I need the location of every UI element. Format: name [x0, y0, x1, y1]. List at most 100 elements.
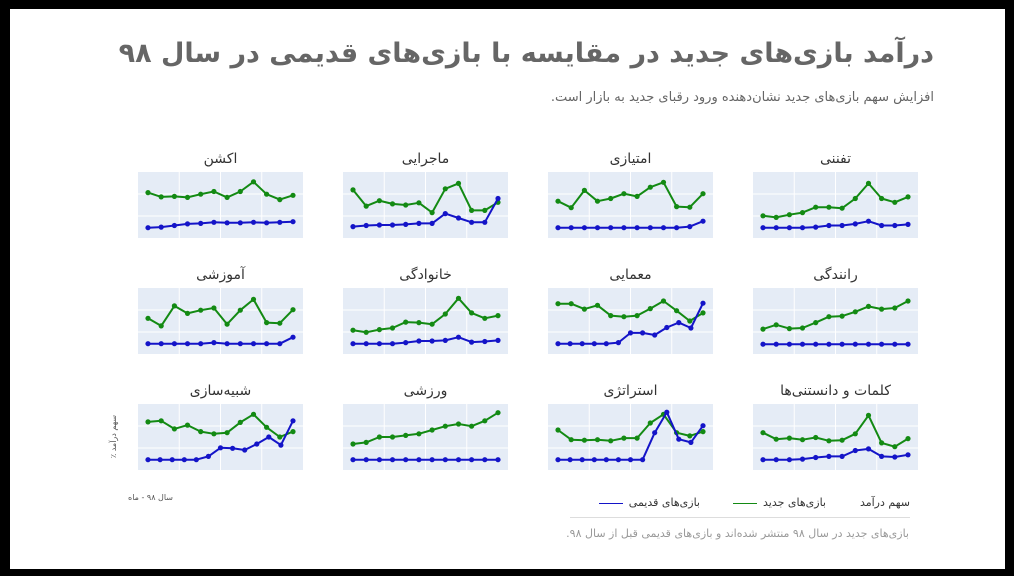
- old-series-point: [905, 221, 911, 227]
- new-series-point: [865, 412, 872, 418]
- new-series-point: [608, 438, 614, 444]
- x-axis-label: سال ۹۸ - ماه: [128, 493, 173, 502]
- old-series-point: [429, 338, 435, 344]
- panel: کلمات و دانستنی‌ها: [753, 383, 918, 470]
- new-series-point: [237, 307, 243, 313]
- new-series-point: [158, 194, 164, 200]
- old-series-point: [688, 439, 694, 445]
- new-series-point: [184, 422, 191, 428]
- new-series-point: [879, 306, 885, 312]
- new-series-point: [905, 298, 911, 304]
- old-series-point: [217, 445, 224, 451]
- old-series-point: [826, 222, 832, 229]
- panel-title: کلمات و دانستنی‌ها: [780, 383, 891, 399]
- new-series-point: [482, 418, 488, 424]
- new-series-point: [389, 325, 396, 331]
- footnote: بازی‌های جدید در سال ۹۸ منتشر شده‌اند و …: [566, 527, 909, 540]
- old-series-point: [905, 452, 911, 458]
- new-series-point: [826, 438, 832, 444]
- new-series-point: [892, 199, 898, 205]
- old-series-point: [403, 457, 409, 463]
- new-series-point: [799, 325, 806, 331]
- new-series-point: [211, 188, 217, 195]
- old-series-point: [615, 340, 622, 346]
- new-series-point: [376, 198, 382, 204]
- old-series-point: [852, 447, 858, 454]
- new-series-point: [442, 423, 448, 429]
- new-series-point: [376, 327, 382, 333]
- old-series-point: [664, 324, 670, 331]
- old-series-point: [242, 447, 248, 453]
- panel-title: معمایی: [609, 267, 651, 283]
- new-series-point: [826, 204, 832, 210]
- new-series-point: [363, 203, 369, 209]
- new-series-point: [482, 315, 488, 321]
- old-series-point: [171, 222, 177, 229]
- new-series-point: [700, 310, 706, 316]
- old-series-point: [169, 457, 175, 463]
- old-series-point: [224, 341, 230, 347]
- new-series-point: [198, 191, 204, 197]
- old-series-point: [389, 222, 396, 228]
- new-series-point: [363, 329, 369, 335]
- new-series-point: [555, 301, 561, 307]
- old-series-point: [158, 341, 164, 347]
- old-series-point: [157, 457, 163, 463]
- old-series-point: [676, 320, 682, 326]
- old-series-point: [495, 337, 501, 343]
- new-series-point: [264, 320, 270, 326]
- new-series-point: [879, 195, 885, 202]
- panel-title: تفننی: [820, 151, 851, 167]
- new-series-point: [687, 318, 693, 324]
- new-series-point: [786, 212, 793, 218]
- new-series-point: [608, 195, 614, 202]
- panel-title: خانوادگی: [399, 266, 452, 283]
- new-series-point: [760, 430, 766, 436]
- new-series-point: [647, 184, 653, 190]
- new-series-point: [594, 198, 601, 204]
- old-series-point: [799, 225, 806, 231]
- new-series-point: [905, 436, 911, 442]
- old-series-point: [250, 219, 257, 225]
- legend-item-new[interactable]: بازی‌های جدید: [732, 496, 826, 509]
- new-series-point: [469, 310, 475, 316]
- new-series-point: [145, 419, 151, 425]
- new-series-point: [786, 326, 793, 332]
- new-series-point: [171, 193, 177, 199]
- old-series-point: [652, 430, 658, 436]
- legend-new-swatch: [732, 502, 757, 504]
- new-series-point: [211, 305, 217, 311]
- new-series-point: [350, 441, 356, 447]
- old-series-point: [145, 457, 151, 463]
- panel-title: ورزشی: [404, 383, 448, 399]
- old-series-point: [482, 219, 488, 225]
- old-series-point: [567, 457, 573, 463]
- new-series-point: [237, 419, 243, 425]
- old-series-point: [237, 341, 243, 347]
- old-series-point: [264, 220, 270, 226]
- new-series-point: [852, 431, 858, 437]
- old-series-point: [608, 225, 614, 231]
- new-series-point: [224, 321, 230, 327]
- old-series-point: [290, 334, 296, 340]
- new-series-point: [839, 313, 845, 319]
- new-series-point: [455, 180, 462, 186]
- new-series-point: [250, 411, 257, 417]
- panel: استراتژی: [548, 383, 713, 470]
- old-series-point: [250, 341, 257, 347]
- new-series-point: [416, 431, 422, 437]
- new-series-point: [634, 193, 640, 199]
- new-series-point: [277, 197, 283, 203]
- old-series-point: [230, 445, 236, 451]
- legend: سهم درآمد بازی‌های جدید بازی‌های قدیمی: [570, 496, 910, 512]
- new-series-point: [211, 431, 217, 437]
- old-series-point: [211, 219, 217, 225]
- new-series-point: [581, 187, 588, 193]
- old-series-point: [266, 434, 272, 440]
- old-series-point: [224, 220, 230, 226]
- legend-item-old[interactable]: بازی‌های قدیمی: [598, 496, 700, 509]
- new-series-point: [495, 313, 501, 319]
- old-series-point: [591, 341, 597, 347]
- panel: ورزشی: [343, 383, 508, 470]
- old-series-point: [687, 224, 693, 230]
